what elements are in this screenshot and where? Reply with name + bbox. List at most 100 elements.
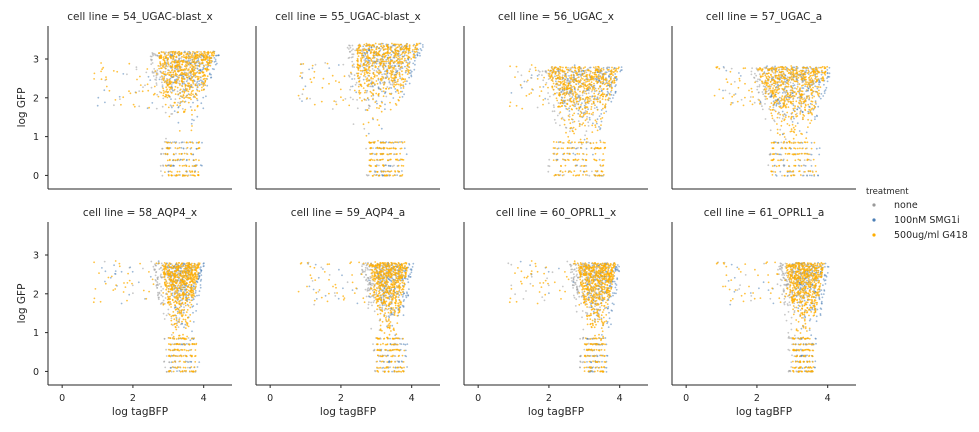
data-point bbox=[553, 110, 556, 113]
data-point bbox=[794, 141, 797, 144]
data-point bbox=[580, 112, 583, 114]
data-point bbox=[403, 93, 405, 96]
data-point bbox=[774, 91, 777, 94]
data-point bbox=[191, 69, 194, 72]
data-point bbox=[395, 68, 397, 70]
data-point bbox=[174, 93, 177, 95]
data-point bbox=[783, 164, 786, 167]
data-point bbox=[781, 110, 784, 113]
data-point bbox=[361, 50, 363, 53]
data-point bbox=[176, 67, 179, 69]
data-point bbox=[782, 104, 785, 107]
data-point bbox=[770, 79, 773, 81]
data-point bbox=[568, 93, 570, 96]
data-point bbox=[401, 141, 404, 144]
data-point bbox=[351, 85, 354, 88]
data-point bbox=[581, 143, 583, 146]
data-point bbox=[313, 76, 315, 79]
data-point bbox=[795, 75, 798, 78]
data-point bbox=[797, 153, 799, 156]
data-point bbox=[773, 84, 776, 87]
data-point bbox=[105, 85, 108, 88]
data-point bbox=[169, 88, 171, 91]
data-point bbox=[753, 101, 756, 104]
data-point bbox=[602, 174, 605, 176]
data-point bbox=[191, 165, 194, 167]
data-point bbox=[540, 90, 543, 92]
data-point bbox=[811, 100, 814, 103]
data-point bbox=[598, 147, 600, 150]
data-point bbox=[381, 141, 384, 144]
data-point bbox=[185, 63, 187, 66]
data-point bbox=[196, 99, 199, 102]
data-point bbox=[408, 69, 411, 72]
data-point bbox=[792, 71, 794, 74]
data-point bbox=[413, 56, 416, 59]
data-point bbox=[168, 147, 170, 150]
data-point bbox=[542, 79, 545, 82]
data-point bbox=[554, 173, 557, 176]
data-point bbox=[382, 90, 385, 93]
data-point bbox=[415, 48, 418, 51]
data-point bbox=[348, 48, 350, 50]
data-point bbox=[800, 152, 803, 155]
data-point bbox=[193, 58, 196, 60]
data-point bbox=[189, 70, 192, 73]
data-point bbox=[194, 109, 196, 112]
data-point bbox=[586, 69, 589, 72]
data-point bbox=[181, 165, 184, 167]
data-point bbox=[774, 171, 777, 173]
data-point bbox=[799, 111, 802, 113]
data-point bbox=[760, 69, 763, 72]
data-point bbox=[596, 174, 599, 177]
data-point bbox=[801, 102, 803, 105]
data-point bbox=[163, 141, 166, 143]
data-point bbox=[593, 107, 596, 109]
data-point bbox=[386, 48, 389, 50]
data-point bbox=[183, 92, 186, 94]
data-point bbox=[135, 66, 138, 69]
data-point bbox=[585, 130, 588, 133]
data-point bbox=[556, 82, 558, 85]
data-point bbox=[579, 90, 581, 93]
data-point bbox=[383, 52, 386, 55]
data-point bbox=[164, 153, 167, 155]
data-point bbox=[553, 118, 556, 121]
data-point bbox=[411, 50, 414, 53]
data-point bbox=[534, 66, 537, 69]
data-point bbox=[413, 59, 416, 62]
data-point bbox=[570, 108, 573, 110]
data-point bbox=[189, 141, 191, 144]
data-point bbox=[781, 147, 784, 150]
data-point bbox=[759, 75, 762, 78]
data-point bbox=[178, 146, 181, 149]
data-point bbox=[183, 111, 185, 114]
data-point bbox=[566, 108, 569, 111]
data-point bbox=[358, 77, 361, 79]
data-point bbox=[556, 114, 559, 117]
data-point bbox=[190, 147, 193, 149]
data-point bbox=[156, 93, 159, 96]
data-point bbox=[787, 115, 790, 118]
data-point bbox=[182, 56, 185, 58]
data-point bbox=[387, 164, 390, 167]
data-point bbox=[596, 122, 598, 125]
data-point bbox=[598, 158, 601, 161]
data-point bbox=[572, 99, 575, 102]
data-point bbox=[616, 70, 618, 73]
data-point bbox=[794, 159, 797, 162]
data-point bbox=[126, 73, 128, 76]
data-point bbox=[804, 104, 807, 107]
data-point bbox=[509, 101, 512, 104]
data-point bbox=[374, 42, 377, 45]
data-point bbox=[778, 117, 781, 119]
data-point bbox=[755, 67, 758, 70]
data-point bbox=[335, 100, 337, 103]
data-point bbox=[786, 141, 788, 144]
data-point bbox=[568, 153, 571, 156]
data-point bbox=[176, 52, 179, 55]
data-point bbox=[394, 55, 396, 58]
data-point bbox=[529, 68, 531, 71]
data-point bbox=[583, 87, 586, 90]
data-point bbox=[359, 66, 361, 69]
